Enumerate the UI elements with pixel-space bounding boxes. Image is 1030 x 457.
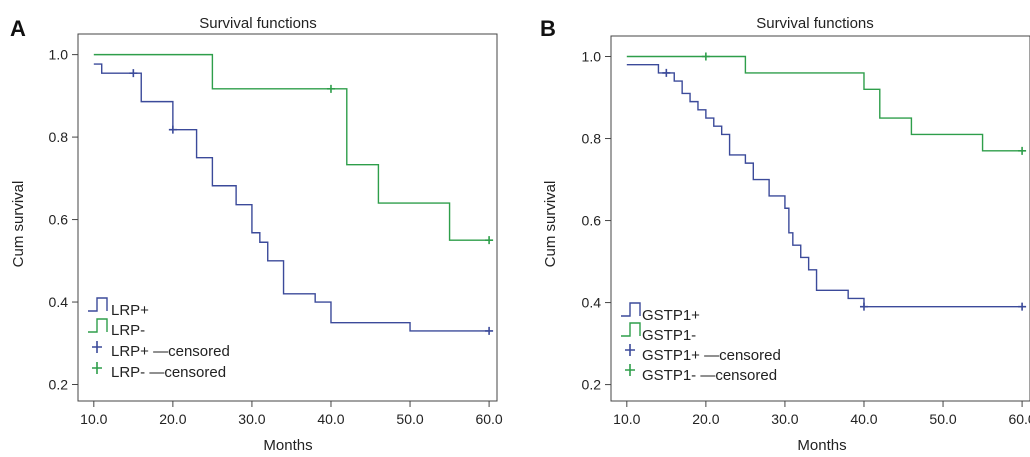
- y-tick-label-b-1: 0.4: [582, 295, 602, 311]
- legend-censor-symbol-b-0: [625, 344, 635, 356]
- y-tick-label-a-1: 0.4: [49, 294, 69, 310]
- legend-step-symbol-a-1: [88, 318, 108, 333]
- censor-mark-b-0-0: [662, 68, 671, 77]
- panel-a-legend: LRP+ LRP- LRP+ —censored LRP- —censored: [111, 302, 230, 381]
- y-tick-label-b-2: 0.6: [582, 213, 602, 229]
- panel-b-letter: B: [540, 16, 556, 41]
- plot-frame-a: [77, 33, 498, 402]
- censor-mark-b-0-1: [859, 302, 868, 311]
- legend-b-item-2: GSTP1+ —censored: [642, 347, 781, 364]
- y-tick-label-b-0: 0.2: [582, 377, 602, 393]
- legend-b-item-0: GSTP1+: [642, 307, 700, 324]
- censor-mark-b-1-1: [1018, 146, 1027, 155]
- panel-a-title: Survival functions: [199, 15, 317, 32]
- y-tick-label-b-3: 0.8: [582, 131, 602, 147]
- y-tick-label-b-4: 1.0: [582, 49, 602, 65]
- x-tick-label-b-1: 20.0: [692, 411, 719, 427]
- legend-a-item-2: LRP+ —censored: [111, 343, 230, 360]
- legend-censor-symbol-b-1: [625, 364, 635, 376]
- panel-b-legend: GSTP1+ GSTP1- GSTP1+ —censored GSTP1- —c…: [642, 307, 781, 384]
- x-tick-label-a-2: 30.0: [238, 411, 265, 427]
- series-line-a-0: [93, 63, 490, 332]
- y-tick-label-a-0: 0.2: [49, 377, 69, 393]
- series-line-b-0: [626, 64, 1023, 308]
- panel-a-plot: 10.0 20.0 30.0 40.0 50.0 60.0 0.2 0.4 0.6 0.8 1.0: [49, 33, 503, 427]
- x-tick-label-b-4: 50.0: [929, 411, 956, 427]
- series-line-a-1: [93, 53, 490, 241]
- legend-step-symbol-b-1: [621, 322, 641, 337]
- legend-censor-symbol-a-0: [92, 341, 102, 353]
- censor-mark-b-0-2: [1018, 302, 1027, 311]
- censor-mark-b-1-0: [701, 52, 710, 61]
- y-tick-label-a-3: 0.8: [49, 129, 69, 145]
- panel-a-ylabel: Cum survival: [10, 181, 27, 268]
- x-tick-label-b-2: 30.0: [771, 411, 798, 427]
- legend-b-item-1: GSTP1-: [642, 327, 696, 344]
- panel-b-ylabel: Cum survival: [542, 181, 559, 268]
- x-tick-label-a-5: 60.0: [475, 411, 502, 427]
- legend-a-item-0: LRP+: [111, 302, 149, 319]
- y-tick-label-a-2: 0.6: [49, 212, 69, 228]
- panel-b-title: Survival functions: [756, 15, 874, 32]
- x-tick-label-b-0: 10.0: [613, 411, 640, 427]
- censor-mark-a-0-0: [129, 69, 138, 78]
- plot-frame-b: [610, 35, 1030, 402]
- x-tick-label-a-1: 20.0: [159, 411, 186, 427]
- legend-censor-symbol-a-1: [92, 362, 102, 374]
- legend-a-item-1: LRP-: [111, 322, 145, 339]
- legend-a-item-3: LRP- —censored: [111, 364, 226, 381]
- censor-mark-a-1-0: [326, 84, 335, 93]
- panel-a-xlabel: Months: [263, 437, 312, 454]
- panel-b-plot: 10.0 20.0 30.0 40.0 50.0 60.0 0.2 0.4 0.6 0.8 1.0: [582, 35, 1030, 427]
- x-tick-label-a-4: 50.0: [396, 411, 423, 427]
- x-tick-label-b-5: 60.0: [1008, 411, 1030, 427]
- y-tick-label-a-4: 1.0: [49, 47, 69, 63]
- legend-step-symbol-a-0: [88, 297, 108, 312]
- x-tick-label-b-3: 40.0: [850, 411, 877, 427]
- censor-mark-a-0-1: [168, 125, 177, 134]
- censor-mark-a-1-1: [485, 236, 494, 245]
- panel-a-letter: A: [10, 16, 26, 41]
- x-tick-label-a-0: 10.0: [80, 411, 107, 427]
- legend-step-symbol-b-0: [621, 302, 641, 317]
- censor-mark-a-0-2: [485, 326, 494, 335]
- series-line-b-1: [626, 55, 1023, 152]
- panel-b-xlabel: Months: [797, 437, 846, 454]
- x-tick-label-a-3: 40.0: [317, 411, 344, 427]
- legend-b-item-3: GSTP1- —censored: [642, 367, 777, 384]
